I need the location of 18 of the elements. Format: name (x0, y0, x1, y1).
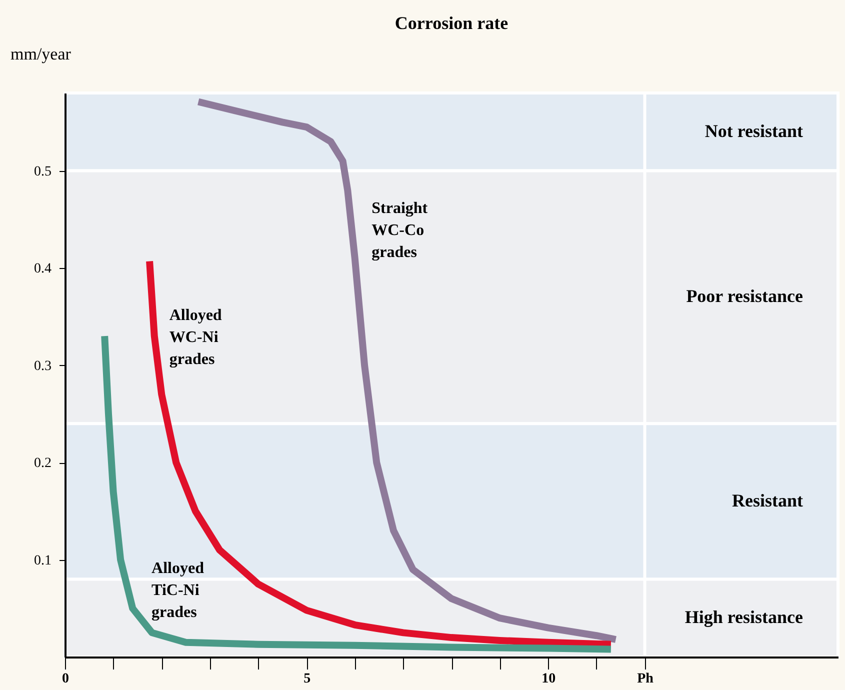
x-tick-label: 0 (62, 672, 69, 686)
y-tick-label: 0.5 (34, 164, 52, 180)
x-tick-label: 10 (542, 672, 556, 686)
y-tick-label: 0.3 (34, 358, 52, 374)
band-label: Resistant (732, 490, 804, 510)
series-label: Alloyed WC-Ni grades (169, 307, 222, 368)
band-label: Poor resistance (686, 286, 804, 306)
x-tick-label: Ph (637, 672, 654, 686)
x-tick-label: 5 (304, 672, 311, 686)
series-label: Straight WC-Co grades (372, 200, 428, 262)
y-tick-label: 0.4 (34, 262, 52, 277)
band-label: High resistance (684, 607, 803, 628)
y-tick-label: 0.1 (34, 553, 52, 568)
y-axis-title: mm/year (10, 44, 72, 64)
band-label: Not resistant (704, 120, 804, 141)
chart-title: Corrosion rate (394, 13, 508, 33)
y-tick-label: 0.2 (34, 456, 52, 472)
series-label: Alloyed TiC-Ni grades (152, 560, 204, 621)
